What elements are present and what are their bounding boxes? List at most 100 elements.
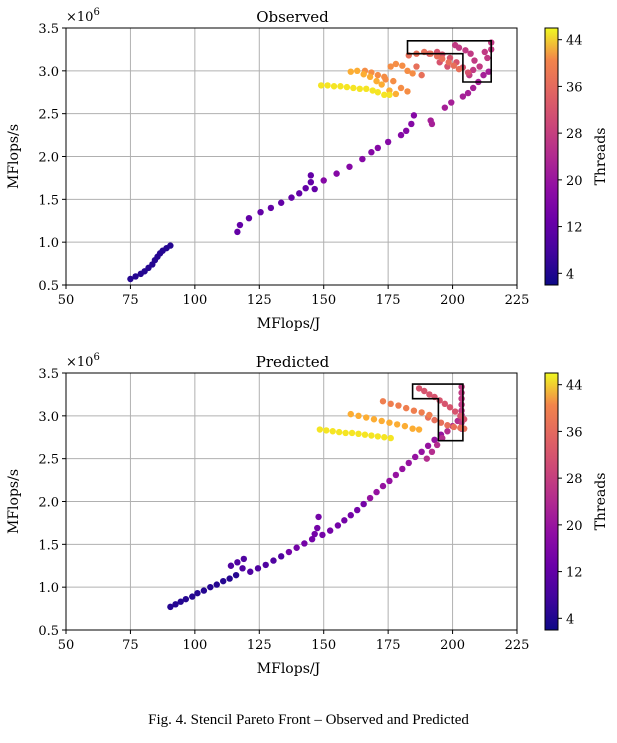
data-point [360, 500, 367, 508]
data-point [355, 412, 362, 420]
data-point [455, 44, 463, 51]
data-point [378, 81, 385, 88]
data-point [239, 565, 246, 572]
data-point [343, 83, 351, 91]
chart-title: Observed [256, 8, 329, 26]
data-point [426, 411, 433, 419]
data-point [315, 513, 322, 521]
data-point [360, 71, 367, 78]
x-axis-label: MFlops/J [257, 316, 320, 332]
colorbar-tick-label: 20 [566, 519, 583, 534]
data-point [257, 208, 264, 216]
colorbar-gradient [544, 372, 559, 631]
data-point [392, 60, 400, 68]
data-point [404, 88, 411, 95]
data-point [324, 82, 331, 89]
data-point [127, 275, 134, 283]
data-point [311, 185, 318, 193]
data-point [341, 517, 348, 524]
y-multiplier: ×106 [66, 7, 100, 25]
data-point [355, 430, 362, 438]
data-point [227, 562, 235, 569]
data-point [464, 69, 472, 76]
data-point [323, 427, 330, 434]
data-point [213, 581, 220, 588]
x-tick-label: 200 [440, 293, 465, 308]
colorbar-tick-label: 4 [566, 612, 574, 627]
y-tick-label: 3.5 [38, 367, 59, 382]
data-point [387, 400, 394, 408]
data-point [262, 561, 269, 569]
data-point [458, 401, 465, 408]
x-tick-label: 150 [311, 638, 336, 653]
data-point [446, 404, 454, 411]
data-point [439, 55, 446, 63]
chart-title: Predicted [256, 353, 330, 371]
data-point [393, 421, 401, 428]
data-point [245, 214, 253, 222]
y-tick-label: 3.5 [38, 22, 59, 37]
data-point [439, 434, 446, 442]
colorbar: 4 12 20 28 36 44 Threads [544, 372, 609, 631]
data-point [471, 57, 478, 64]
data-point [458, 395, 465, 402]
data-point [464, 89, 472, 97]
data-point [348, 429, 356, 437]
data-point [366, 73, 374, 81]
data-point [384, 138, 392, 146]
data-point [392, 471, 400, 479]
y-tick-label: 2.5 [38, 108, 59, 123]
data-point [326, 527, 334, 534]
data-point [207, 583, 214, 591]
data-point [296, 190, 303, 197]
colorbar-tick-label: 20 [566, 174, 583, 189]
data-point [462, 47, 469, 54]
data-point [402, 404, 410, 412]
data-point [437, 419, 445, 426]
x-tick-label: 225 [505, 638, 530, 653]
data-point [467, 50, 474, 57]
data-point [374, 433, 382, 440]
data-point [236, 221, 244, 229]
colorbar-gradient [544, 27, 559, 286]
data-point [397, 84, 405, 92]
data-point [350, 84, 357, 92]
data-point [167, 242, 174, 249]
data-point [444, 428, 451, 435]
data-point [132, 273, 139, 280]
data-point [374, 144, 382, 152]
data-point [359, 155, 366, 163]
y-tick-label: 1.5 [38, 538, 59, 553]
data-point [316, 426, 324, 433]
data-point [373, 77, 380, 85]
colorbar-tick-label: 44 [566, 34, 583, 49]
data-point [418, 448, 425, 456]
colorbar-tick-label: 12 [566, 566, 583, 581]
y-tick-label: 3.0 [38, 410, 59, 425]
y-tick-label: 1.0 [38, 236, 59, 251]
data-point [409, 425, 416, 432]
data-point [337, 83, 344, 90]
data-point [450, 423, 458, 431]
data-point [410, 112, 418, 119]
data-point [378, 417, 385, 425]
data-point [308, 535, 316, 543]
data-point [177, 598, 184, 605]
data-point [421, 387, 428, 395]
data-point [397, 131, 405, 139]
data-point [317, 82, 325, 89]
y-tick-label: 0.5 [38, 624, 59, 639]
y-axis-label: MFlops/s [6, 469, 22, 534]
data-point [335, 428, 343, 436]
y-tick-label: 3.0 [38, 65, 59, 80]
data-point [277, 553, 285, 560]
colorbar-tick-label: 28 [566, 472, 583, 487]
data-point [363, 414, 370, 421]
data-point [426, 391, 433, 398]
data-point [431, 436, 438, 444]
data-point [428, 448, 436, 456]
figure-canvas: 50 75 100 125 150 175 200 225 0.5 1.0 1.5 2.0 2.5 3.0… [6, 7, 609, 677]
y-tick-label: 1.5 [38, 193, 59, 208]
data-point [354, 67, 361, 75]
plot-frame [65, 27, 518, 286]
